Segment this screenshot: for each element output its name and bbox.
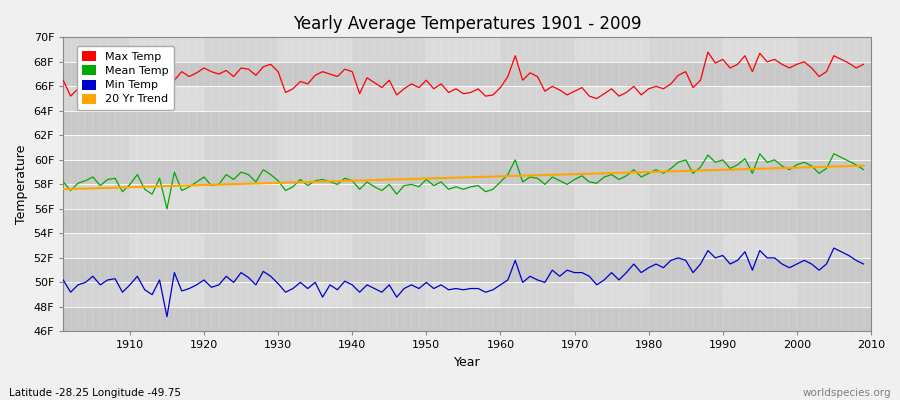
Bar (204, 37, 278, 332)
Title: Yearly Average Temperatures 1901 - 2009: Yearly Average Temperatures 1901 - 2009 (292, 15, 642, 33)
Bar (63, 160, 871, 184)
Bar (63, 258, 871, 282)
Bar (63, 37, 130, 332)
Bar (796, 37, 871, 332)
Bar (649, 37, 723, 332)
X-axis label: Year: Year (454, 356, 481, 369)
Bar (63, 37, 871, 62)
Bar (352, 37, 427, 332)
Bar (63, 233, 871, 258)
Bar (63, 111, 871, 135)
Text: Latitude -28.25 Longitude -49.75: Latitude -28.25 Longitude -49.75 (9, 388, 181, 398)
Y-axis label: Temperature: Temperature (15, 145, 28, 224)
Bar (63, 184, 871, 209)
Text: worldspecies.org: worldspecies.org (803, 388, 891, 398)
Bar (63, 282, 871, 307)
Bar (63, 135, 871, 160)
Legend: Max Temp, Mean Temp, Min Temp, 20 Yr Trend: Max Temp, Mean Temp, Min Temp, 20 Yr Tre… (76, 46, 174, 110)
Bar (500, 37, 574, 332)
Bar (63, 307, 871, 332)
Bar (63, 209, 871, 233)
Bar (63, 62, 871, 86)
Bar (63, 86, 871, 111)
